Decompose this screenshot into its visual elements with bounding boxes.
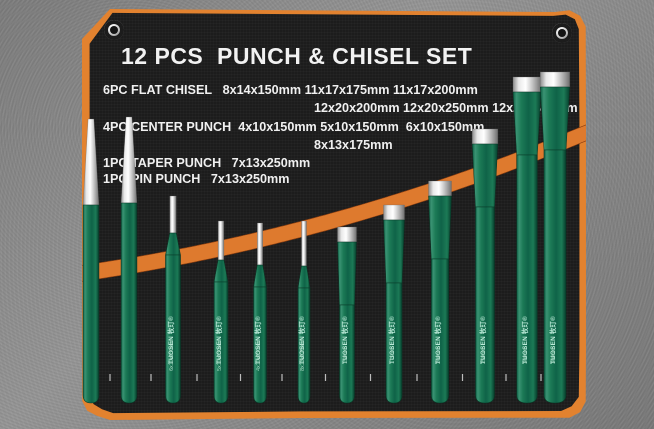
svg-text:300mm: 300mm xyxy=(523,346,529,364)
svg-text:300mm: 300mm xyxy=(551,346,557,364)
svg-text:4x10x150mm: 4x10x150mm xyxy=(256,339,262,371)
svg-text:250mm: 250mm xyxy=(481,346,487,364)
svg-text:150mm: 150mm xyxy=(343,346,349,364)
svg-text:5x10x150mm: 5x10x150mm xyxy=(217,339,223,371)
svg-text:175mm: 175mm xyxy=(390,346,396,364)
svg-text:8x13x175mm: 8x13x175mm xyxy=(300,339,306,371)
svg-text:200mm: 200mm xyxy=(436,346,442,364)
svg-text:6x10x150mm: 6x10x150mm xyxy=(169,339,175,371)
